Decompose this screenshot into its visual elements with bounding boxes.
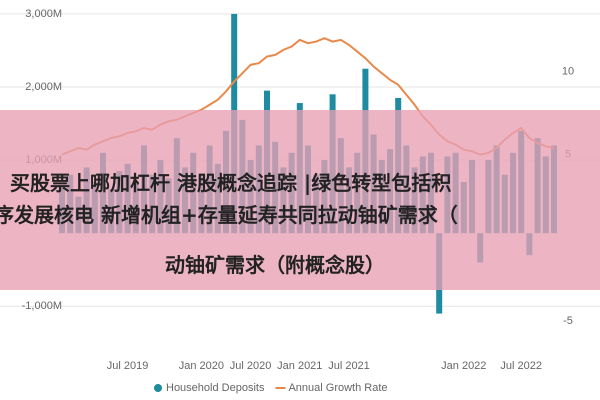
x-tick-label: Jul 2020 bbox=[230, 360, 272, 372]
banner-line: 动铀矿需求（附概念股） bbox=[165, 253, 385, 277]
y2-tick-label: 10 bbox=[562, 65, 574, 77]
x-tick-label: Jan 2022 bbox=[441, 360, 486, 372]
y-tick-label: 3,000M bbox=[25, 8, 62, 20]
legend-label: Annual Growth Rate bbox=[288, 382, 387, 394]
x-tick-label: Jul 2022 bbox=[500, 360, 542, 372]
legend-swatch bbox=[154, 384, 162, 392]
legend-label: Household Deposits bbox=[166, 382, 265, 394]
banner-line: 买股票上哪加杠杆 港股概念追踪 |绿色转型包括积 bbox=[10, 171, 452, 195]
y-tick-label: -1,000M bbox=[22, 300, 62, 312]
overlay-banner: 买股票上哪加杠杆 港股概念追踪 |绿色转型包括积 序发展核电 新增机组+存量延寿… bbox=[0, 110, 600, 290]
x-tick-label: Jul 2021 bbox=[328, 360, 370, 372]
x-tick-label: Jul 2019 bbox=[107, 360, 149, 372]
x-tick-label: Jan 2021 bbox=[277, 360, 322, 372]
x-tick-label: Jan 2020 bbox=[179, 360, 224, 372]
y-tick-label: 2,000M bbox=[25, 81, 62, 93]
y2-tick-label: -5 bbox=[563, 315, 573, 327]
banner-line: 序发展核电 新增机组+存量延寿共同拉动铀矿需求（ bbox=[0, 203, 458, 227]
